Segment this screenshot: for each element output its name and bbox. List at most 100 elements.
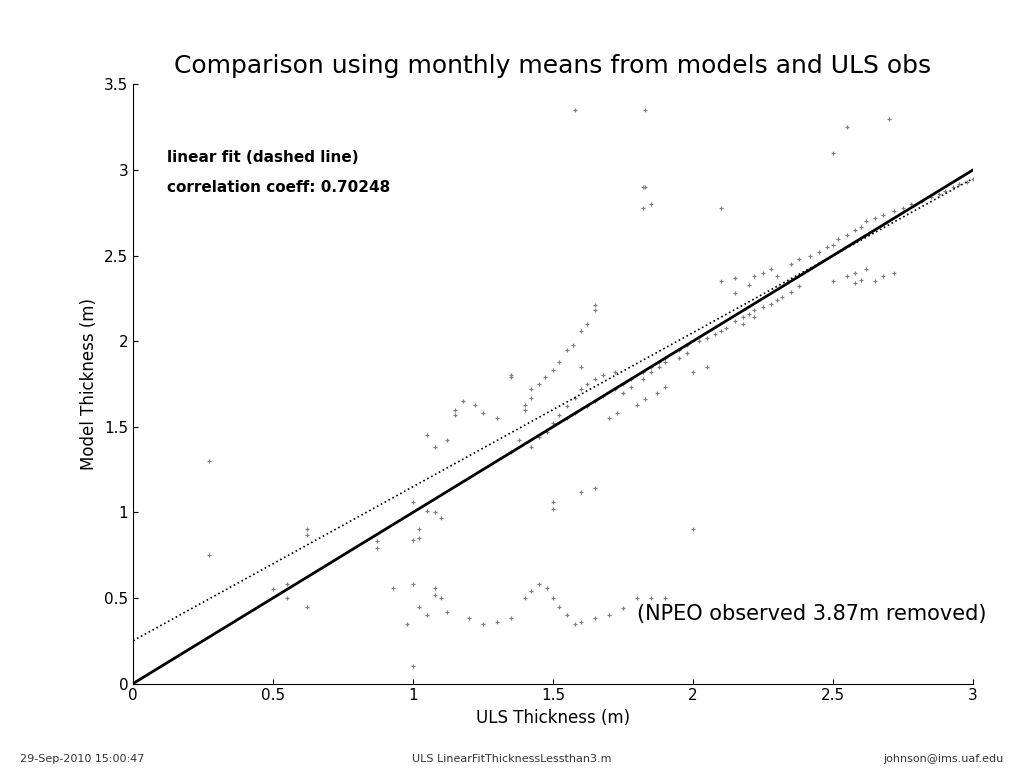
Point [488, 616, 505, 628]
Point [530, 431, 547, 443]
Point [637, 104, 653, 116]
Point [411, 601, 427, 613]
Point [624, 372, 640, 385]
Point [858, 263, 874, 276]
Point [587, 299, 603, 311]
Point [651, 356, 668, 368]
X-axis label: ULS Thickness (m): ULS Thickness (m) [476, 709, 630, 727]
Point [369, 535, 385, 548]
Point [587, 304, 603, 316]
Point [522, 383, 539, 396]
Text: (NPEO observed 3.87m removed): (NPEO observed 3.87m removed) [637, 604, 986, 624]
Point [517, 399, 534, 411]
Point [265, 583, 282, 595]
Point [427, 581, 443, 594]
Point [545, 592, 561, 604]
Point [579, 400, 595, 412]
Point [404, 578, 421, 591]
Point [634, 372, 650, 385]
Point [839, 229, 855, 241]
Point [698, 332, 715, 344]
Point [550, 356, 566, 368]
Point [564, 339, 581, 351]
Point [755, 301, 771, 313]
Point [886, 205, 902, 217]
Point [614, 378, 631, 390]
Point [567, 104, 584, 116]
Point [579, 318, 595, 330]
Point [945, 181, 962, 194]
Point [656, 353, 673, 365]
Point [522, 441, 539, 453]
Point [540, 581, 556, 594]
Point [782, 286, 799, 298]
Point [847, 266, 863, 279]
Point [685, 366, 701, 378]
Point [637, 181, 653, 194]
Point [698, 361, 715, 373]
Point [950, 177, 967, 190]
Point [792, 280, 808, 293]
Point [587, 612, 603, 624]
Point [540, 425, 556, 438]
Point [433, 511, 450, 524]
Y-axis label: Model Thickness (m): Model Thickness (m) [81, 298, 98, 470]
Point [643, 361, 659, 373]
Point [740, 279, 757, 291]
Point [572, 325, 589, 337]
Point [881, 113, 897, 125]
Point [545, 503, 561, 515]
Point [559, 609, 575, 621]
Text: johnson@ims.uaf.edu: johnson@ims.uaf.edu [884, 754, 1004, 764]
Point [466, 399, 482, 411]
Point [624, 381, 640, 393]
Point [727, 287, 743, 300]
Point [853, 220, 869, 233]
Point [545, 364, 561, 376]
Point [446, 403, 463, 415]
Point [298, 528, 314, 541]
Point [914, 195, 931, 207]
Point [614, 602, 631, 614]
Point [572, 616, 589, 628]
Point [774, 290, 791, 303]
Point [567, 407, 584, 419]
Point [746, 311, 763, 323]
Point [601, 609, 617, 621]
Point [634, 201, 650, 214]
Point [727, 272, 743, 284]
Point [503, 369, 519, 382]
Point [876, 208, 892, 220]
Point [886, 266, 902, 279]
Point [298, 601, 314, 613]
Point [201, 455, 217, 467]
Point [537, 371, 553, 383]
Point [559, 343, 575, 356]
Point [671, 343, 687, 356]
Point [606, 366, 623, 378]
Point [606, 383, 623, 396]
Point [629, 592, 645, 604]
Point [656, 356, 673, 368]
Point [446, 409, 463, 421]
Point [579, 378, 595, 390]
Point [475, 407, 492, 419]
Point [385, 581, 401, 594]
Point [713, 201, 729, 214]
Point [858, 215, 874, 227]
Point [550, 601, 566, 613]
Point [671, 353, 687, 365]
Point [614, 386, 631, 399]
Point [802, 250, 818, 262]
Point [419, 505, 435, 517]
Point [433, 592, 450, 604]
Point [572, 383, 589, 396]
Point [740, 308, 757, 320]
Point [811, 246, 827, 258]
Point [656, 592, 673, 604]
Point [782, 258, 799, 270]
Point [637, 393, 653, 406]
Point [769, 294, 785, 306]
Point [503, 446, 519, 458]
Point [866, 275, 883, 287]
